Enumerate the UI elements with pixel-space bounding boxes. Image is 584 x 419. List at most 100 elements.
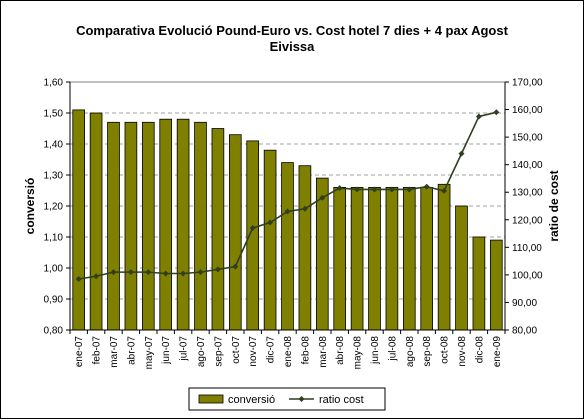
- x-tick-label: nov-08: [457, 336, 468, 367]
- right-tick-label: 110,00: [512, 243, 542, 254]
- x-tick-label: feb-08: [300, 336, 311, 365]
- x-tick-label: abr-07: [126, 336, 137, 365]
- point-ratio-cost: [441, 187, 448, 194]
- bar-conversio: [437, 183, 451, 331]
- right-axis-ticks: 80,00 90,00 100,00 110,00 120,00 130,00 140,00…: [504, 78, 543, 337]
- x-tick-label: jul-07: [179, 336, 190, 362]
- point-ratio-cost: [93, 273, 100, 280]
- bar-layer: [72, 109, 503, 331]
- x-tick-label: oct-07: [231, 336, 242, 364]
- point-ratio-cost: [301, 205, 308, 212]
- x-tick-label: ago-08: [405, 336, 416, 368]
- right-tick-label: 90,00: [512, 298, 537, 309]
- y-axis-right-label: ratio de cost: [547, 170, 561, 241]
- point-ratio-cost: [110, 269, 117, 276]
- x-tick-label: ago-07: [196, 336, 207, 368]
- x-tick-label: dic-08: [474, 336, 485, 364]
- bar-conversio: [385, 186, 399, 331]
- right-tick-label: 150,00: [512, 133, 543, 144]
- bar-conversio: [350, 186, 364, 331]
- bar-conversio: [89, 112, 103, 331]
- right-tick-label: 140,00: [512, 160, 543, 171]
- point-ratio-cost: [493, 109, 500, 116]
- right-tick-label: 120,00: [512, 215, 543, 226]
- legend-label-conversio: conversió: [228, 394, 275, 406]
- bar-conversio: [298, 165, 312, 331]
- bar-conversio: [107, 121, 120, 331]
- x-axis-ticks: ene-07 feb-07 mar-07 abr-07 may-07 jun-07 jul-…: [69, 329, 506, 370]
- legend-label-ratio-cost: ratio cost: [319, 394, 364, 406]
- bar-conversio: [455, 205, 468, 331]
- x-tick-label: abr-08: [335, 336, 346, 365]
- x-tick-label: jun-08: [370, 336, 381, 365]
- bar-conversio: [472, 236, 486, 331]
- right-tick-label: 80,00: [512, 326, 537, 337]
- point-ratio-cost: [284, 208, 291, 215]
- left-tick-label: 1,50: [44, 109, 64, 120]
- left-tick-label: 1,30: [44, 171, 64, 182]
- left-tick-label: 1,10: [44, 233, 64, 244]
- x-tick-label: may-08: [353, 336, 364, 370]
- left-tick-label: 1,60: [44, 78, 64, 89]
- point-ratio-cost: [197, 269, 204, 276]
- legend-swatch-conversio: [198, 394, 224, 404]
- point-ratio-cost: [145, 269, 152, 276]
- right-tick-label: 100,00: [512, 270, 543, 281]
- right-tick-label: 130,00: [512, 188, 543, 199]
- point-ratio-cost: [162, 270, 169, 277]
- bar-conversio: [420, 186, 434, 331]
- x-tick-label: sep-07: [213, 336, 224, 367]
- y-axis-left-label: conversió: [23, 178, 37, 235]
- left-axis-ticks: 0,80 0,90 1,00 1,10 1,20 1,30 1,40 1,50 1,60: [44, 78, 71, 337]
- left-tick-label: 0,90: [44, 295, 64, 306]
- bar-conversio: [159, 118, 173, 331]
- x-tick-label: jun-07: [161, 336, 172, 365]
- point-ratio-cost: [214, 266, 221, 273]
- x-tick-label: ene-09: [492, 336, 503, 368]
- x-tick-label: mar-07: [109, 336, 120, 368]
- x-tick-label: ene-08: [283, 336, 294, 368]
- chart-title-line1: Comparativa Evolució Pound-Euro vs. Cost…: [76, 23, 509, 38]
- bar-conversio: [124, 121, 138, 331]
- line-layer: [75, 109, 500, 283]
- point-ratio-cost: [75, 276, 82, 283]
- point-ratio-cost: [127, 269, 134, 276]
- bar-conversio: [368, 186, 381, 331]
- bar-conversio: [402, 186, 416, 331]
- point-ratio-cost: [475, 113, 482, 120]
- point-ratio-cost: [423, 183, 430, 190]
- left-tick-label: 1,20: [44, 202, 64, 213]
- chart-title-line2: Eivissa: [270, 39, 316, 54]
- right-tick-label: 170,00: [512, 78, 543, 89]
- point-ratio-cost: [354, 186, 361, 193]
- point-ratio-cost: [267, 219, 274, 226]
- x-tick-label: oct-08: [440, 336, 451, 364]
- point-ratio-cost: [319, 194, 326, 201]
- legend-marker-ratio-cost: [298, 396, 305, 402]
- bar-conversio: [176, 118, 190, 331]
- x-tick-label: dic-07: [266, 336, 277, 364]
- x-tick-label: may-07: [144, 336, 155, 370]
- point-ratio-cost: [371, 186, 378, 193]
- point-ratio-cost: [249, 225, 256, 232]
- x-tick-label: mar-08: [318, 336, 329, 368]
- x-tick-label: feb-07: [92, 336, 103, 365]
- point-ratio-cost: [388, 186, 395, 193]
- x-tick-label: nov-07: [248, 336, 259, 367]
- point-ratio-cost: [458, 150, 465, 157]
- bar-conversio: [281, 162, 294, 331]
- left-tick-label: 1,40: [44, 140, 64, 151]
- left-tick-label: 0,80: [44, 326, 64, 337]
- x-tick-label: jul-08: [387, 336, 398, 362]
- left-tick-label: 1,00: [44, 264, 64, 275]
- point-ratio-cost: [180, 270, 187, 277]
- point-ratio-cost: [336, 185, 343, 192]
- bar-conversio: [194, 121, 207, 331]
- bar-conversio: [141, 121, 155, 331]
- x-tick-label: sep-08: [422, 336, 433, 367]
- point-ratio-cost: [232, 263, 239, 270]
- right-tick-label: 160,00: [512, 105, 543, 116]
- bar-conversio: [228, 134, 242, 331]
- bar-conversio: [72, 109, 86, 331]
